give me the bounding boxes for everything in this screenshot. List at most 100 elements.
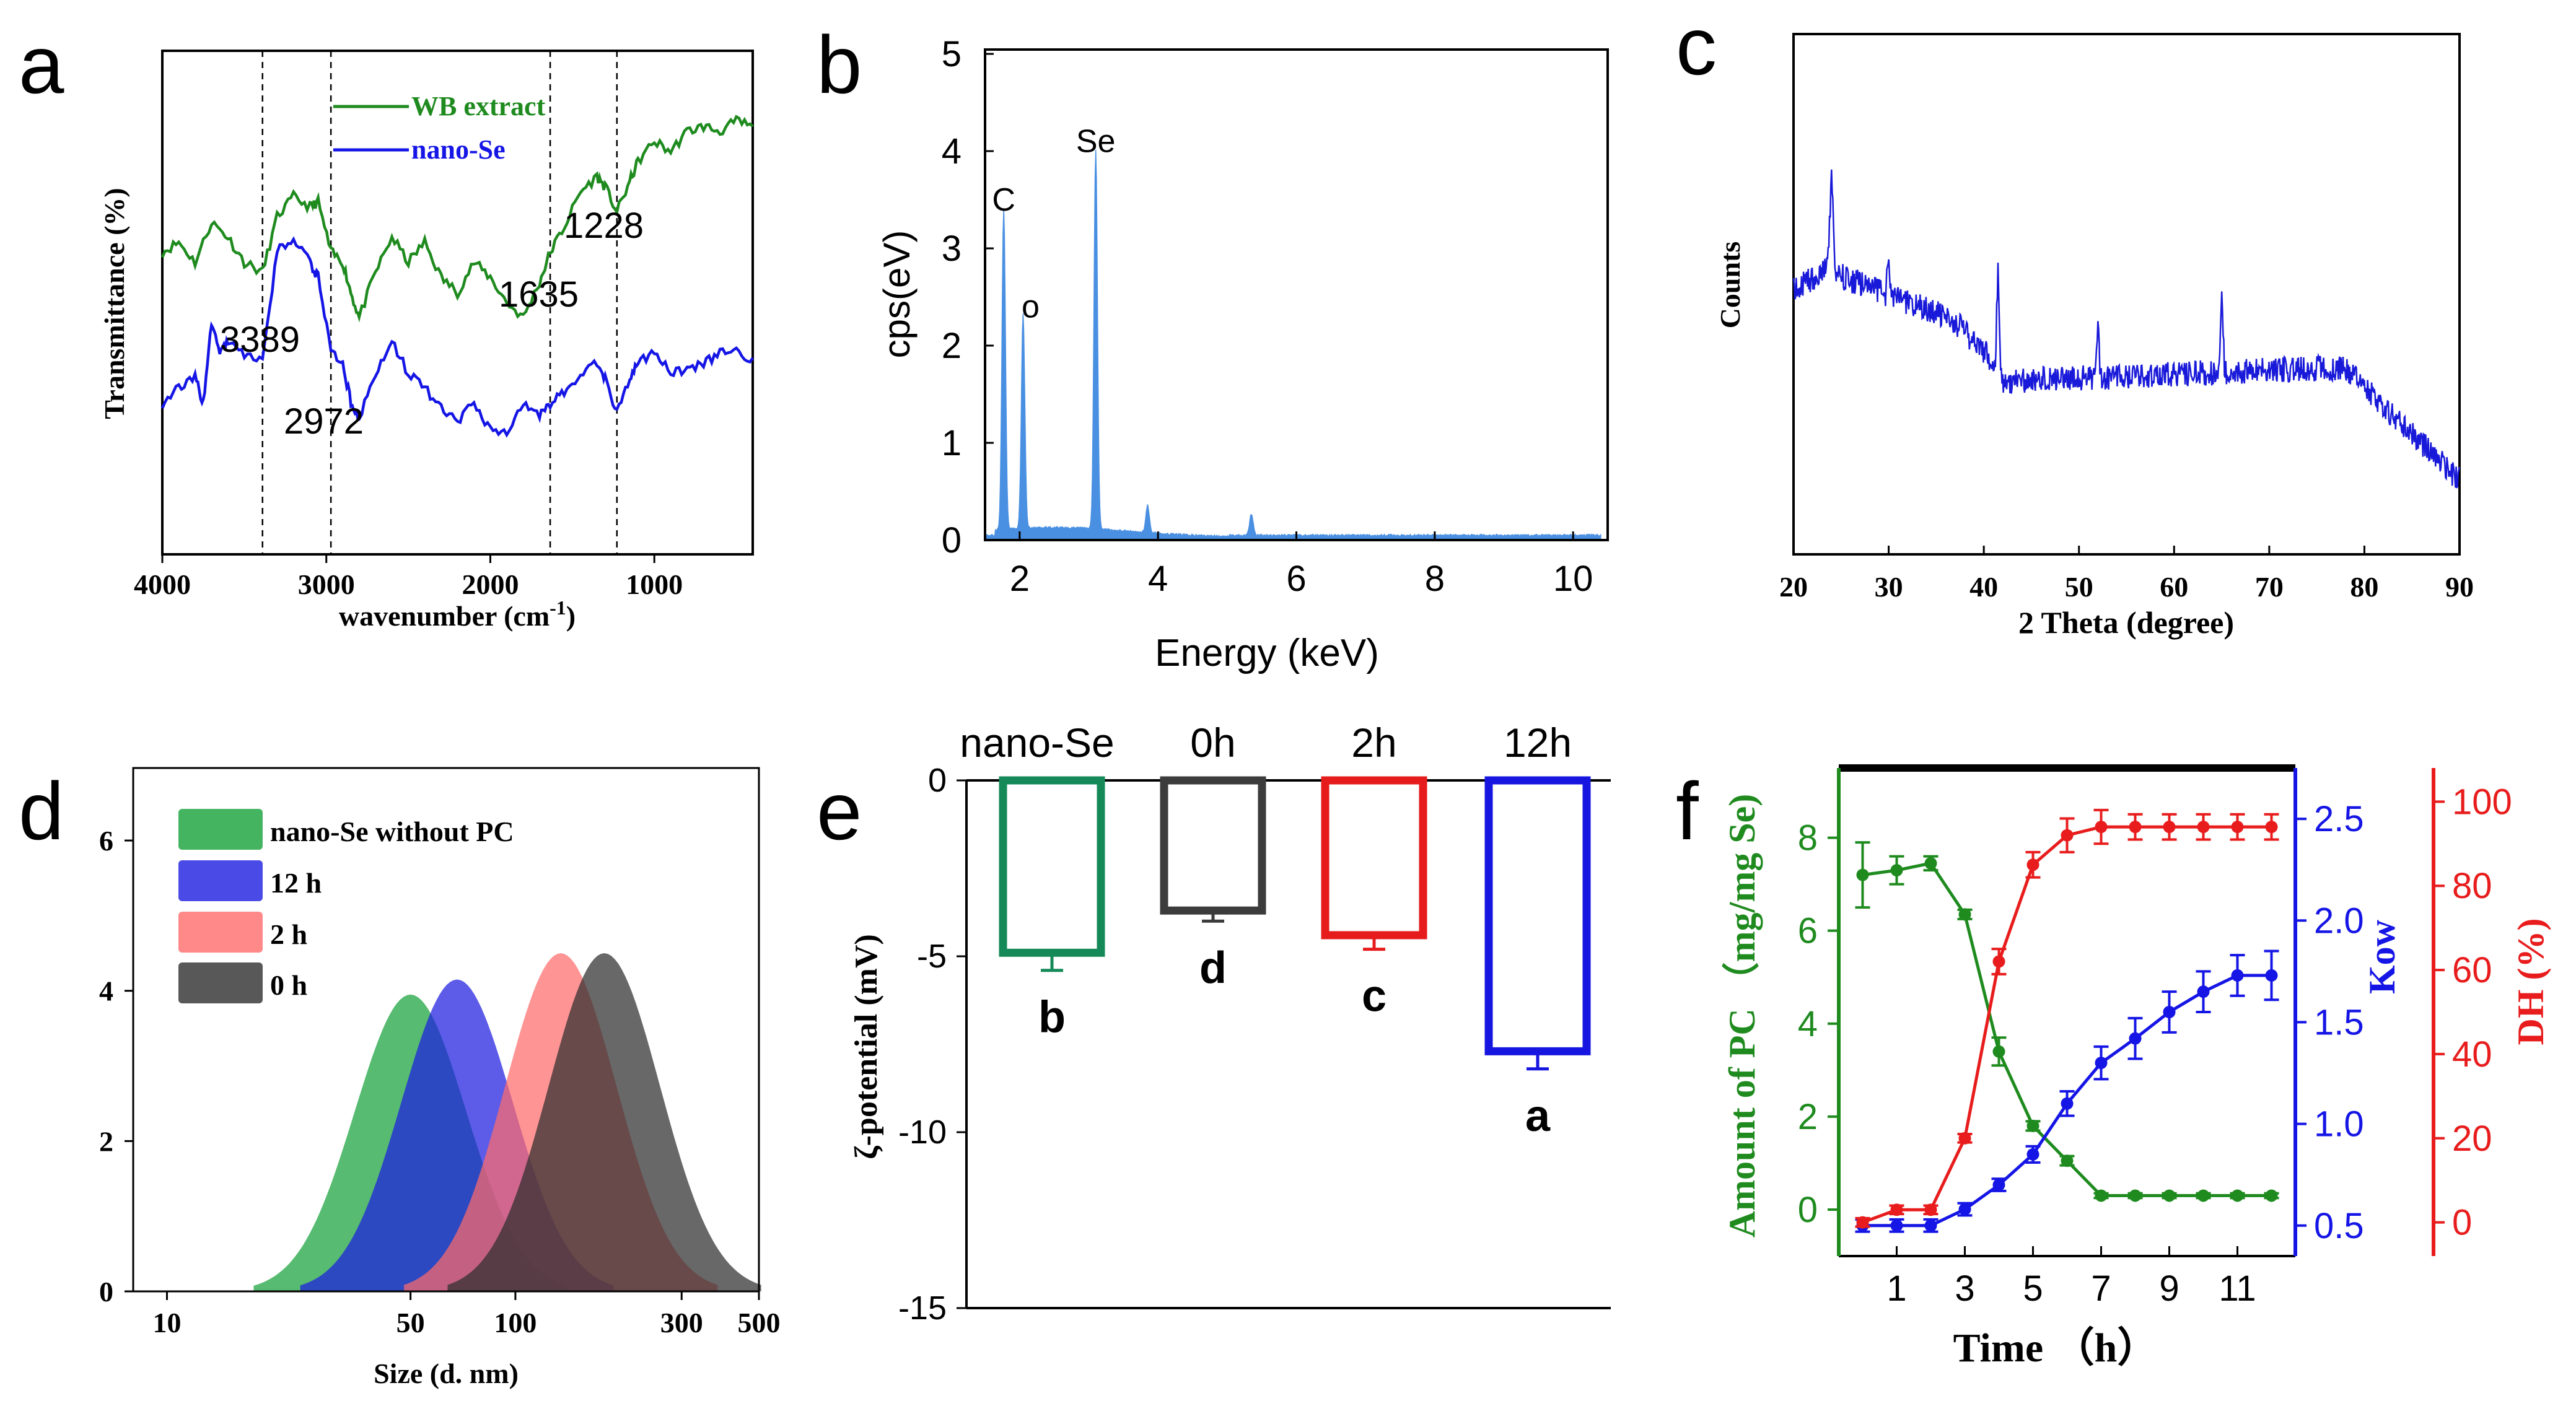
x-tick-label: 20 xyxy=(1779,571,1808,603)
data-point xyxy=(2026,1148,2039,1161)
data-point xyxy=(2265,821,2278,834)
data-point xyxy=(2163,821,2176,834)
x-tick-label: 80 xyxy=(2350,571,2378,603)
axis-tick-label: 20 xyxy=(2452,1119,2492,1159)
x-tick-label: 7 xyxy=(2091,1268,2111,1309)
data-point xyxy=(1958,1132,1971,1145)
panel-letter-a: a xyxy=(19,19,64,110)
axis-tick-label: 6 xyxy=(1798,911,1818,951)
panel-d-dls: 0 2 4 6 10 50 100 300 500 nano-Se without PC 12 h 2… xyxy=(99,767,781,1389)
y-tick-label: 2 xyxy=(942,326,962,366)
data-point xyxy=(1890,1219,1903,1232)
data-point xyxy=(1924,857,1937,870)
panel-c-xrd: 20 30 40 50 60 70 80 90 Counts 2 Theta (degree) xyxy=(1714,33,2474,640)
data-point xyxy=(1992,1179,2005,1192)
panel-letter-e: e xyxy=(817,766,862,857)
peak-annotation: 3389 xyxy=(220,320,300,360)
x-tick-label: 2 xyxy=(1010,559,1030,599)
x-axis-label: Size (d. nm) xyxy=(374,1358,519,1389)
data-point xyxy=(1856,1216,1869,1229)
x-tick-label: 40 xyxy=(1969,571,1998,603)
plot-frame xyxy=(161,50,754,556)
panel-b-eds: 0 1 2 3 4 5 2 4 6 8 10 Co Se cps(eV) Energy (keV) xyxy=(876,34,1609,674)
x-tick-label: 4 xyxy=(1148,559,1168,599)
x-tick-label: 4000 xyxy=(134,569,191,600)
category-label: nano-Se xyxy=(960,720,1115,766)
bar-1 xyxy=(1160,776,1266,915)
x-axis-label: Time （h） xyxy=(1953,1325,2158,1371)
legend-label: 0 h xyxy=(270,969,307,1001)
axis-tick-label: 8 xyxy=(1798,818,1818,858)
axis-tick-label: 2 xyxy=(1798,1097,1818,1137)
x-tick-label: 6 xyxy=(1286,559,1306,599)
x-tick-label: 3000 xyxy=(298,569,355,600)
legend-label: nano-Se xyxy=(411,134,506,165)
x-tick-label: 3 xyxy=(1955,1268,1974,1309)
legend-label: 12 h xyxy=(270,867,322,899)
y-tick-label: 6 xyxy=(99,825,113,857)
y-axis-label-right: DH (%) xyxy=(2510,919,2551,1045)
legend-label: nano-Se without PC xyxy=(270,816,514,847)
significance-letter: c xyxy=(1362,972,1387,1021)
category-label: 0h xyxy=(1190,720,1235,766)
data-point xyxy=(1890,864,1903,877)
data-point xyxy=(1992,955,2005,968)
data-point xyxy=(2265,1189,2278,1202)
data-point xyxy=(2095,1057,2108,1070)
data-point xyxy=(2061,1154,2074,1167)
axis-tick-label: 40 xyxy=(2452,1034,2492,1075)
y-tick-label: 3 xyxy=(942,229,962,269)
data-point xyxy=(1958,1203,1971,1216)
y-tick-label: -15 xyxy=(898,1290,947,1327)
data-point xyxy=(2231,969,2244,982)
series-line-wb-extract xyxy=(160,115,754,323)
y-tick-label: 0 xyxy=(942,520,962,561)
peak-annotation: 2972 xyxy=(284,401,364,442)
legend-swatch xyxy=(178,860,263,901)
plot-frame xyxy=(132,767,760,1293)
y-axis-label: Transmittance (%) xyxy=(99,188,130,419)
significance-letter: b xyxy=(1038,993,1066,1042)
x-tick-label: 50 xyxy=(396,1307,425,1338)
x-axis-label: Energy (keV) xyxy=(1155,632,1379,674)
data-point xyxy=(2197,821,2210,834)
panel-e-zeta: 0 -5 -10 -15 nano-Se b 0h d 2h c 12h a ζ-potential (… xyxy=(849,720,1611,1327)
x-axis-label-sup: -1 xyxy=(550,596,566,619)
data-point xyxy=(1856,868,1869,881)
data-point xyxy=(1924,1219,1937,1232)
data-point xyxy=(2197,985,2210,998)
axis-tick-label: 0 xyxy=(1798,1190,1818,1230)
x-tick-label: 60 xyxy=(2160,571,2188,603)
axis-tick-label: 100 xyxy=(2452,782,2512,822)
y-tick-label: 2 xyxy=(99,1125,113,1157)
axis-tick-label: 1.0 xyxy=(2314,1104,2364,1145)
y-tick-label: 4 xyxy=(942,131,962,172)
data-point xyxy=(2095,1189,2108,1202)
peak-label: Se xyxy=(1076,124,1116,160)
x-axis-label: wavenumber (cm-1) xyxy=(339,596,576,632)
y-axis-label: Counts xyxy=(1714,242,1746,329)
data-point xyxy=(2061,1097,2074,1110)
legend-label: WB extract xyxy=(411,91,546,121)
series-line-0 xyxy=(1862,862,2272,1197)
y-tick-label: 5 xyxy=(942,34,962,74)
y-axis-label: cps(eV) xyxy=(876,230,918,359)
legend-label: 2 h xyxy=(270,919,307,950)
data-point xyxy=(2265,969,2278,982)
axis-tick-label: 60 xyxy=(2452,950,2492,990)
x-tick-label: 5 xyxy=(2023,1268,2043,1309)
data-point xyxy=(2061,829,2074,842)
axis-tick-label: 4 xyxy=(1798,1004,1818,1044)
y-tick-label: -5 xyxy=(917,938,947,975)
bar-3 xyxy=(1484,776,1591,1055)
data-point xyxy=(2026,858,2039,871)
x-axis-label: 2 Theta (degree) xyxy=(2018,605,2234,640)
peak-annotation: 1228 xyxy=(564,206,644,246)
data-point xyxy=(2129,1189,2142,1202)
x-tick-label: 1000 xyxy=(626,569,683,600)
y-tick-label: 1 xyxy=(942,423,962,463)
x-tick-label: 50 xyxy=(2065,571,2093,603)
eds-spectrum xyxy=(984,150,1601,541)
data-point xyxy=(1924,1203,1937,1216)
